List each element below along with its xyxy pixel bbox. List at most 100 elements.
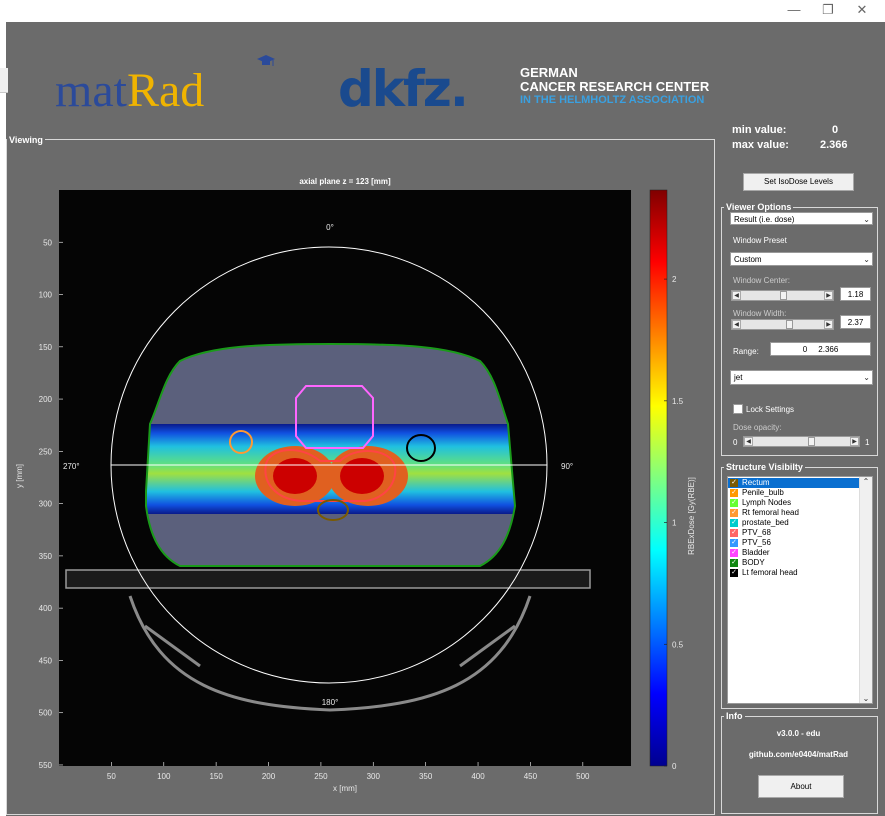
arrow-left-icon[interactable]: ◀ [744, 437, 753, 446]
viewing-panel-title: Viewing [7, 133, 45, 147]
chevron-down-icon[interactable]: ⌄ [862, 694, 870, 703]
structure-checkbox[interactable]: ✓ [730, 479, 738, 487]
dkfz-line2: CANCER RESEARCH CENTER [520, 79, 710, 94]
arrow-right-icon[interactable]: ▶ [824, 291, 833, 300]
max-value: 2.366 [820, 139, 848, 151]
y-tick-label: 100 [39, 291, 53, 300]
colormap-select[interactable]: jet ⌄ [730, 370, 873, 385]
couch-support [128, 595, 532, 712]
set-isodose-levels-button[interactable]: Set IsoDose Levels [743, 173, 854, 191]
y-tick-label: 450 [39, 656, 53, 665]
dose-plot[interactable]: 0° 90° 180° 270° 50 100 150 200 250 300 350 400… [0, 186, 720, 801]
colorbar-tick-label: 2 [672, 275, 677, 284]
structure-list-scrollbar[interactable]: ⌃ ⌄ [859, 477, 872, 703]
bladder-contour [295, 385, 374, 449]
structure-checkbox[interactable]: ✓ [730, 499, 738, 507]
y-tick-label: 50 [43, 238, 52, 247]
left-toolbar-edge [0, 68, 8, 93]
structure-checkbox[interactable]: ✓ [730, 539, 738, 547]
structure-checkbox[interactable]: ✓ [730, 489, 738, 497]
structure-name: Bladder [742, 548, 770, 557]
graduation-cap-icon [257, 55, 275, 66]
x-tick-label: 300 [367, 772, 381, 781]
structure-item-penile-bulb[interactable]: ✓ Penile_bulb [728, 488, 860, 498]
chevron-down-icon: ⌄ [863, 255, 870, 264]
max-value-label: max value: [732, 139, 789, 151]
minimize-button[interactable]: — [787, 2, 801, 17]
info-panel: Info [721, 709, 878, 814]
arrow-right-icon[interactable]: ▶ [850, 437, 859, 446]
structure-checkbox[interactable]: ✓ [730, 529, 738, 537]
range-field[interactable]: 0 2.366 [770, 342, 871, 356]
colormap-value: jet [734, 373, 743, 382]
chevron-up-icon[interactable]: ⌃ [862, 477, 870, 486]
structure-item-ptv-68[interactable]: ✓ PTV_68 [728, 528, 860, 538]
structure-checkbox[interactable]: ✓ [730, 549, 738, 557]
display-select[interactable]: Result (i.e. dose) ⌄ [730, 212, 873, 225]
structure-name: BODY [742, 558, 765, 567]
structure-name: prostate_bed [742, 518, 789, 527]
rectum-contour [317, 499, 349, 521]
window-preset-value: Custom [734, 255, 762, 264]
y-tick-label: 400 [39, 604, 53, 613]
structure-name: PTV_56 [742, 538, 771, 547]
structure-checkbox[interactable]: ✓ [730, 559, 738, 567]
y-tick-label: 200 [39, 395, 53, 404]
matrad-logo: matRad [55, 66, 204, 116]
structure-checkbox[interactable]: ✓ [730, 519, 738, 527]
close-button[interactable]: ✕ [856, 2, 868, 17]
window-width-label: Window Width: [733, 309, 787, 318]
structure-checkbox[interactable]: ✓ [730, 569, 738, 577]
dose-core-left [273, 458, 317, 494]
window-width-value[interactable]: 2.37 [840, 315, 871, 329]
structure-item-lymph-nodes[interactable]: ✓ Lymph Nodes [728, 498, 860, 508]
x-tick-label: 350 [419, 772, 433, 781]
angle-label-180: 180° [322, 698, 339, 707]
structure-item-bladder[interactable]: ✓ Bladder [728, 548, 860, 558]
structure-list[interactable]: ✓ Rectum ✓ Penile_bulb ✓ Lymph Nodes ✓ Rt femor… [727, 476, 873, 704]
window-center-slider[interactable]: ◀ ▶ [731, 290, 834, 301]
dose-core-right [340, 458, 384, 494]
window-preset-label: Window Preset [733, 236, 787, 245]
viewer-options-panel: Viewer Options [721, 200, 878, 456]
y-tick-label: 250 [39, 447, 53, 456]
colorbar-label: RBExDose [Gy(RBE)] [687, 477, 696, 555]
structure-item-lt-femoral-head[interactable]: ✓ Lt femoral head [728, 568, 860, 578]
colorbar-ticks: 0 0.5 1 1.5 2 [664, 275, 684, 771]
y-tick-label: 500 [39, 709, 53, 718]
structure-item-body[interactable]: ✓ BODY [728, 558, 860, 568]
x-tick-label: 450 [524, 772, 538, 781]
window-preset-select[interactable]: Custom ⌄ [730, 252, 873, 266]
viewer-options-title: Viewer Options [724, 200, 794, 214]
dose-opacity-slider-thumb[interactable] [808, 437, 815, 446]
matrad-logo-mat: mat [55, 64, 127, 117]
lock-settings-checkbox[interactable] [733, 404, 743, 414]
window-center-slider-thumb[interactable] [780, 291, 787, 300]
structure-item-prostate-bed[interactable]: ✓ prostate_bed [728, 518, 860, 528]
window-width-slider[interactable]: ◀ ▶ [731, 319, 834, 330]
github-link[interactable]: github.com/e0404/matRad [748, 750, 849, 759]
dose-opacity-slider[interactable]: ◀ ▶ [743, 436, 860, 447]
dkfz-line1: GERMAN [520, 65, 578, 80]
window-width-slider-thumb[interactable] [786, 320, 793, 329]
x-tick-label: 100 [157, 772, 171, 781]
info-title: Info [724, 709, 745, 723]
structure-item-rectum[interactable]: ✓ Rectum [728, 478, 860, 488]
arrow-left-icon[interactable]: ◀ [732, 291, 741, 300]
structure-checkbox[interactable]: ✓ [730, 509, 738, 517]
opacity-min-label: 0 [733, 438, 738, 447]
structure-item-ptv-56[interactable]: ✓ PTV_56 [728, 538, 860, 548]
structure-item-rt-femoral-head[interactable]: ✓ Rt femoral head [728, 508, 860, 518]
window-center-value[interactable]: 1.18 [840, 287, 871, 301]
y-tick-label: 150 [39, 343, 53, 352]
structure-visibility-title: Structure Visibilty [724, 460, 805, 474]
colorbar-tick-label: 0.5 [672, 640, 684, 649]
min-value: 0 [832, 124, 839, 136]
y-tick-label: 550 [39, 761, 53, 770]
matrad-logo-rad: Rad [126, 64, 205, 117]
structure-name: PTV_68 [742, 528, 771, 537]
restore-button[interactable]: ❐ [822, 2, 834, 17]
arrow-left-icon[interactable]: ◀ [732, 320, 741, 329]
arrow-right-icon[interactable]: ▶ [824, 320, 833, 329]
about-button[interactable]: About [758, 775, 844, 798]
